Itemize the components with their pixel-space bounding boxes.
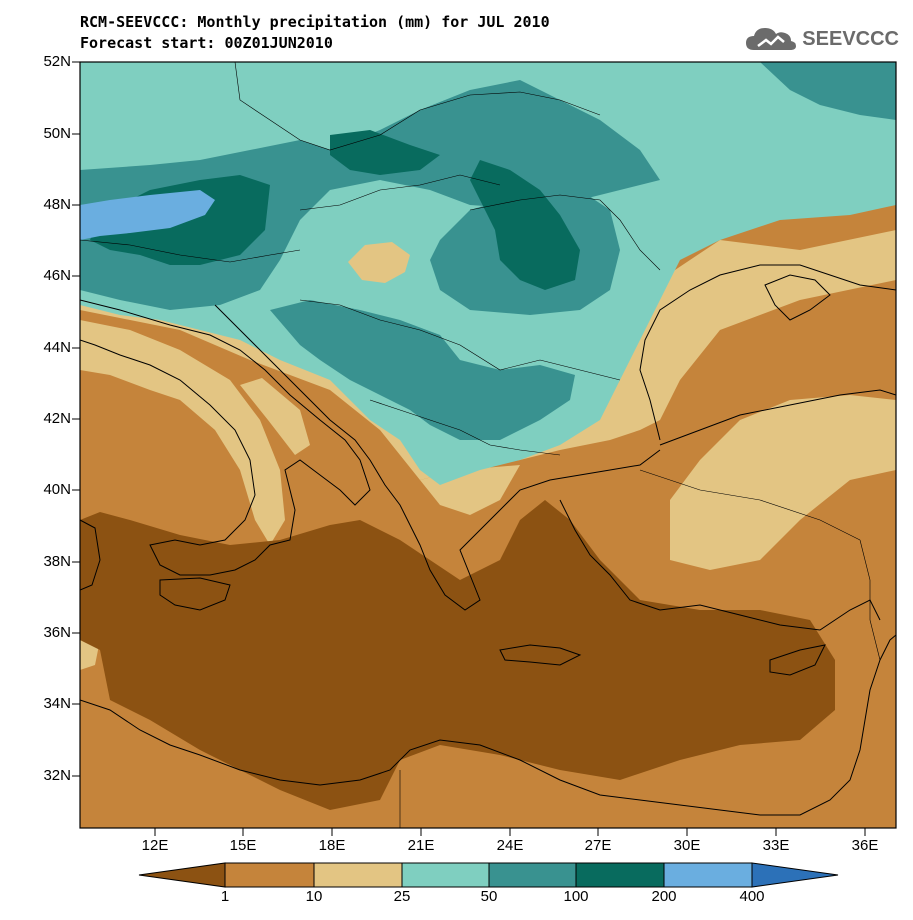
forecast-start-subtitle: Forecast start: 00Z01JUN2010 [80,34,333,52]
lat-label-32n: 32N [43,767,71,784]
border-romania [469,194,661,271]
lat-label-44n: 44N [43,339,71,356]
map-frame [79,61,897,829]
dry-zone-turkey [670,395,896,570]
border-turkey [639,469,861,541]
very-wet-zone-tatra [330,130,440,175]
black-sea-coastline [639,264,896,441]
italy-coastline [80,299,371,576]
precipitation-fields [80,62,896,828]
colorbar-segment-1-10 [224,862,315,888]
colorbar-segment-below-1 [138,862,226,888]
africa-coastline [80,634,896,816]
mediterranean-dry-core [80,500,835,810]
border-middle-east [859,539,881,661]
seevccc-logo: SEEVCCC [744,24,899,54]
lat-label-40n: 40N [43,481,71,498]
lon-label-12e: 12E [141,837,169,854]
colorbar-segment-100-200 [575,862,665,888]
border-south-balkans [369,399,561,456]
lat-ticks [72,61,80,777]
lon-label-18e: 18E [318,837,346,854]
wet-zone-northeast [760,62,896,120]
very-wet-zone-carpathian [470,160,580,290]
colorbar-label-10: 10 [305,888,323,905]
dry-zone-pannonian [348,242,410,283]
country-borders [80,62,881,828]
lat-label-34n: 34N [43,695,71,712]
lon-label-36e: 36E [851,837,879,854]
sicily-coastline [159,577,231,611]
colorbar-label-400: 400 [739,888,765,905]
lat-label-42n: 42N [43,410,71,427]
dry-zone-west [80,230,896,480]
crete-coastline [499,644,582,666]
lat-label-50n: 50N [43,125,71,142]
cloud-icon [746,28,797,50]
colorbar-segment-50-100 [488,862,577,888]
border-pannonia [299,174,501,211]
extreme-zone-alps [80,190,215,240]
border-ukraine [419,91,601,116]
colorbar-label-50: 50 [480,888,498,905]
turkey-coastline [559,499,881,631]
dry-zone-italy-center [240,378,310,455]
lon-label-27e: 27E [584,837,612,854]
dry-zone-italy [80,320,285,545]
colorbar-label-25: 25 [393,888,411,905]
border-balkans [299,299,621,381]
sardinia-coastline [80,519,101,591]
balkan-coastline [214,304,661,611]
lat-label-36n: 36N [43,624,71,641]
border-alps [80,239,301,263]
colorbar-segment-200-400 [663,862,753,888]
coastlines [80,264,896,816]
cyprus-coastline [769,644,826,676]
colorbar-label-1: 1 [220,888,230,905]
colorbar-label-100: 100 [563,888,589,905]
crimea-coastline [764,274,831,321]
colorbar-segment-above-400 [751,862,839,888]
lat-label-52n: 52N [43,53,71,70]
lon-label-33e: 33E [762,837,790,854]
lat-label-48n: 48N [43,196,71,213]
lat-label-46n: 46N [43,267,71,284]
colorbar-label-200: 200 [651,888,677,905]
wet-zone-balkans [270,300,575,440]
lon-label-24e: 24E [496,837,524,854]
lon-label-30e: 30E [673,837,701,854]
colorbar-segment-10-25 [313,862,403,888]
colorbar-segment-25-50 [401,862,490,888]
border-central [234,62,421,151]
lon-ticks [154,828,866,836]
lon-label-21e: 21E [407,837,435,854]
logo-text: SEEVCCC [802,27,899,50]
lon-label-15e: 15E [229,837,257,854]
map-title: RCM-SEEVCCC: Monthly precipitation (mm) … [80,13,550,31]
lat-label-38n: 38N [43,553,71,570]
precipitation-colorbar [138,862,839,888]
black-sea-south-coastline [659,389,896,446]
